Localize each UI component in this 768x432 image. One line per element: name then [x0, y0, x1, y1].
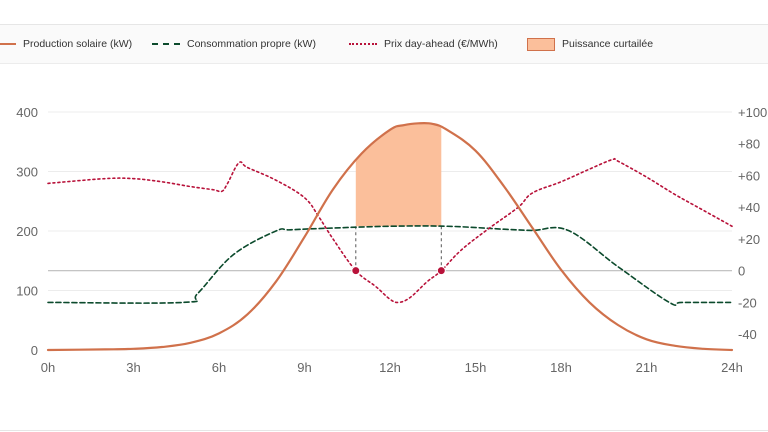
legend-swatch-consumption: [152, 43, 180, 45]
x-tick-label: 15h: [465, 360, 487, 375]
legend-item-solar[interactable]: Production solaire (kW): [0, 37, 132, 51]
x-tick-label: 21h: [636, 360, 658, 375]
legend-label-solar: Production solaire (kW): [23, 38, 133, 50]
legend-label-price: Prix day-ahead (€/MWh): [384, 38, 498, 50]
legend: Production solaire (kW) Consommation pro…: [0, 25, 768, 64]
top-divider: [0, 24, 768, 25]
legend-swatch-curtailed: [527, 37, 555, 51]
y-left-tick-label: 400: [16, 105, 38, 120]
price-zero-marker: [436, 266, 446, 276]
legend-swatch-solar: [0, 43, 16, 45]
series-consumption-line: [47, 225, 733, 307]
x-tick-label: 6h: [212, 360, 226, 375]
series-price-line: [47, 157, 733, 304]
y-left-tick-label: 0: [31, 343, 38, 358]
x-tick-label: 9h: [297, 360, 311, 375]
legend-item-curtailed[interactable]: Puissance curtailée: [527, 37, 653, 51]
series-solar-line: [46, 121, 734, 352]
y-right-tick-label: +40: [738, 200, 760, 215]
y-right-tick-label: +100: [738, 105, 767, 120]
x-tick-label: 24h: [721, 360, 743, 375]
y-right-tick-label: -40: [738, 327, 757, 342]
legend-label-consumption: Consommation propre (kW): [187, 38, 316, 50]
y-left-tick-label: 200: [16, 224, 38, 239]
x-tick-label: 3h: [126, 360, 140, 375]
bottom-divider: [0, 430, 768, 431]
y-left-tick-label: 300: [16, 165, 38, 180]
x-tick-label: 12h: [379, 360, 401, 375]
y-left-tick-label: 100: [16, 284, 38, 299]
y-right-tick-label: -20: [738, 295, 757, 310]
y-right-tick-label: +80: [738, 137, 760, 152]
legend-label-curtailed: Puissance curtailée: [562, 38, 654, 50]
x-tick-label: 18h: [550, 360, 572, 375]
y-right-tick-label: 0: [738, 264, 745, 279]
legend-swatch-price: [349, 43, 377, 45]
curtailed-area: [355, 123, 442, 227]
y-right-tick-label: +60: [738, 168, 760, 183]
price-zero-marker: [351, 266, 361, 276]
y-right-tick-label: +20: [738, 232, 760, 247]
legend-item-consumption[interactable]: Consommation propre (kW): [152, 37, 316, 51]
x-tick-label: 0h: [41, 360, 55, 375]
legend-item-price[interactable]: Prix day-ahead (€/MWh): [349, 37, 498, 51]
